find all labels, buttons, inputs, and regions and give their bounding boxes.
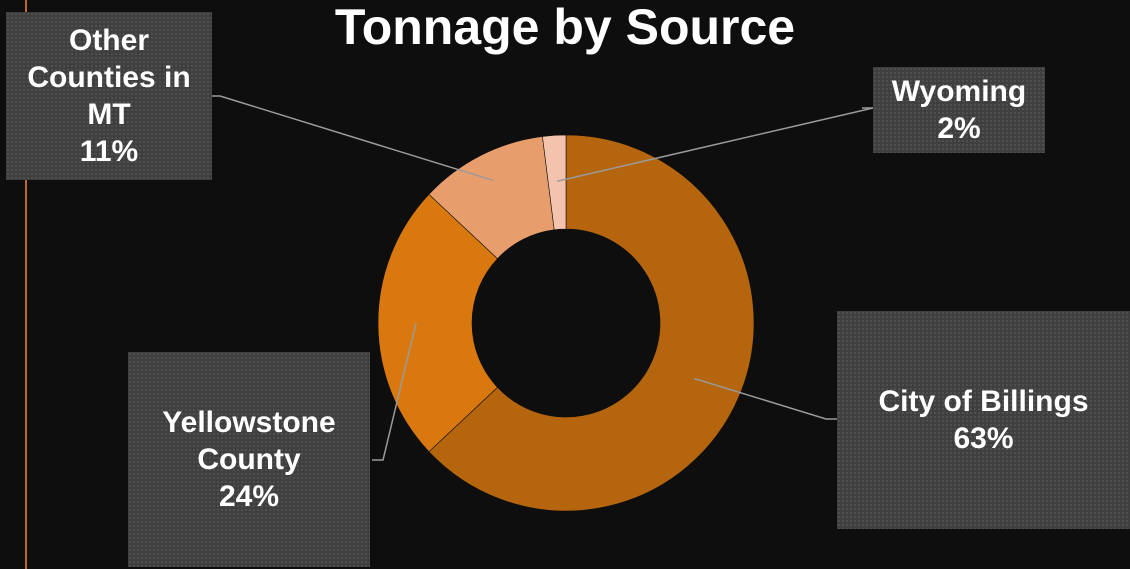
data-label-city-of-billings: City of Billings 63% [837,311,1130,529]
slice-city-of-billings [428,134,755,512]
data-label-name: City of Billings [878,385,1089,418]
slice-yellowstone-county [377,193,498,453]
data-label-yellowstone-county: Yellowstone County 24% [128,352,370,567]
data-label-percent: 24% [218,480,280,513]
data-label-percent: 11% [79,135,139,168]
data-label-percent: 63% [953,422,1014,455]
data-label-other-counties: Other Counties in MT 11% [6,12,212,180]
leader-line-yellowstone-county [372,322,417,461]
data-label-wyoming: Wyoming 2% [873,67,1045,153]
leader-line-other-counties-in-mt [212,95,494,182]
data-label-name: Other Counties in MT [27,24,191,131]
chart-title: Tonnage by Source [334,0,796,55]
data-label-percent: 2% [937,112,981,145]
leader-line-city-of-billings [694,377,837,420]
slide-accent-line [25,0,27,569]
data-label-name: Wyoming [891,75,1027,108]
slice-wyoming [542,134,567,231]
data-label-name: Yellowstone County [162,406,336,476]
